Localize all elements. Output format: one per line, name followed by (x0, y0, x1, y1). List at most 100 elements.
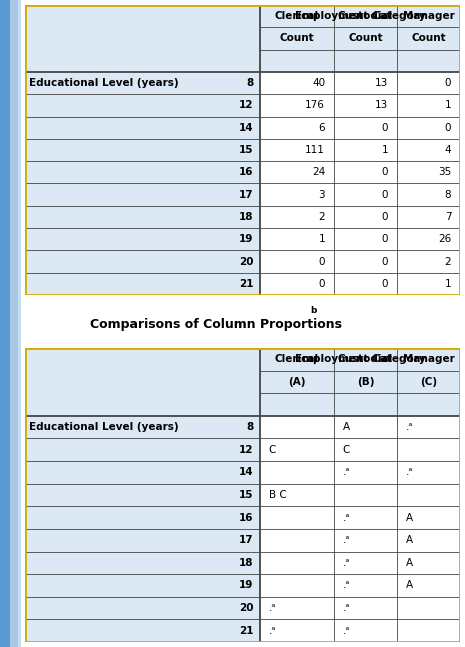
Text: Educational Level (years): Educational Level (years) (29, 422, 179, 432)
Bar (260, 72, 460, 94)
Text: .ᵃ: .ᵃ (343, 558, 350, 568)
Text: .ᵃ: .ᵃ (343, 535, 350, 545)
Text: (B): (B) (357, 377, 374, 387)
Text: 20: 20 (239, 603, 253, 613)
Text: Clerical: Clerical (275, 355, 319, 364)
Text: C: C (343, 444, 350, 455)
Text: (A): (A) (288, 377, 306, 387)
Bar (260, 94, 460, 116)
Text: Manager: Manager (403, 11, 454, 21)
Text: A: A (343, 422, 350, 432)
Bar (260, 184, 460, 206)
Text: 17: 17 (239, 535, 253, 545)
Text: 13: 13 (375, 100, 388, 111)
Bar (260, 574, 460, 597)
Text: .ᵃ: .ᵃ (405, 467, 413, 477)
Text: b: b (310, 307, 316, 315)
Bar (0, 0, 10, 647)
Text: Custodial: Custodial (338, 355, 393, 364)
Text: 0: 0 (445, 123, 452, 133)
Text: Educational Level (years): Educational Level (years) (29, 78, 179, 88)
Text: 0: 0 (382, 257, 388, 267)
Text: (C): (C) (420, 377, 437, 387)
Bar (260, 250, 460, 272)
Text: 18: 18 (239, 558, 253, 568)
Bar (10, 0, 18, 647)
Text: A: A (405, 512, 413, 523)
Text: 4: 4 (445, 145, 452, 155)
Text: 21: 21 (239, 279, 253, 289)
Bar (18, 0, 21, 647)
Text: 8: 8 (246, 422, 253, 432)
Text: 1: 1 (445, 100, 452, 111)
Text: 0: 0 (382, 168, 388, 177)
Text: 0: 0 (319, 257, 325, 267)
Text: 12: 12 (239, 444, 253, 455)
Text: 26: 26 (438, 234, 452, 244)
Text: 14: 14 (239, 467, 253, 477)
Text: 0: 0 (382, 234, 388, 244)
Text: 19: 19 (239, 580, 253, 591)
Text: 35: 35 (438, 168, 452, 177)
Text: 0: 0 (382, 212, 388, 222)
Bar (260, 507, 460, 529)
Text: 2: 2 (319, 212, 325, 222)
Text: 3: 3 (319, 190, 325, 200)
Text: 8: 8 (246, 78, 253, 88)
Text: 19: 19 (239, 234, 253, 244)
Text: Employment Category: Employment Category (295, 355, 425, 364)
Text: A: A (405, 558, 413, 568)
Bar (260, 161, 460, 184)
Bar (260, 206, 460, 228)
Text: 0: 0 (382, 190, 388, 200)
Text: Count: Count (411, 34, 446, 43)
Text: .ᵃ: .ᵃ (343, 603, 350, 613)
Text: .ᵃ: .ᵃ (405, 422, 413, 432)
Text: A: A (405, 580, 413, 591)
Text: 176: 176 (306, 100, 325, 111)
Bar (260, 139, 460, 161)
Bar (260, 439, 460, 461)
Text: C: C (269, 444, 276, 455)
Text: 17: 17 (239, 190, 253, 200)
Text: .ᵃ: .ᵃ (343, 626, 350, 636)
Text: .ᵃ: .ᵃ (343, 512, 350, 523)
Text: B C: B C (269, 490, 286, 500)
Text: 40: 40 (312, 78, 325, 88)
Text: 7: 7 (445, 212, 452, 222)
Text: 8: 8 (445, 190, 452, 200)
Bar (260, 416, 460, 439)
Text: 14: 14 (239, 123, 253, 133)
Bar (260, 529, 460, 551)
Text: 24: 24 (312, 168, 325, 177)
Text: 20: 20 (239, 257, 253, 267)
Text: 18: 18 (239, 212, 253, 222)
Text: 16: 16 (239, 512, 253, 523)
Text: Comparisons of Column Proportions: Comparisons of Column Proportions (90, 318, 342, 331)
Text: A: A (405, 535, 413, 545)
Bar (260, 484, 460, 507)
Text: .ᵃ: .ᵃ (343, 580, 350, 591)
Text: Custodial: Custodial (338, 11, 393, 21)
Text: .ᵃ: .ᵃ (269, 603, 276, 613)
Text: 1: 1 (445, 279, 452, 289)
Text: 16: 16 (239, 168, 253, 177)
Text: 1: 1 (319, 234, 325, 244)
Text: 111: 111 (306, 145, 325, 155)
Text: 6: 6 (319, 123, 325, 133)
Text: Count: Count (279, 34, 314, 43)
Text: Employment Category: Employment Category (295, 11, 425, 21)
Text: Count: Count (348, 34, 383, 43)
Bar (260, 228, 460, 250)
Text: .ᵃ: .ᵃ (269, 626, 276, 636)
Text: Manager: Manager (403, 355, 454, 364)
Bar (260, 551, 460, 574)
Text: .ᵃ: .ᵃ (343, 467, 350, 477)
Bar (260, 461, 460, 484)
Bar (260, 116, 460, 139)
Text: 1: 1 (382, 145, 388, 155)
Bar (260, 619, 460, 642)
Text: 0: 0 (445, 78, 452, 88)
Text: 21: 21 (239, 626, 253, 636)
Bar (260, 272, 460, 295)
